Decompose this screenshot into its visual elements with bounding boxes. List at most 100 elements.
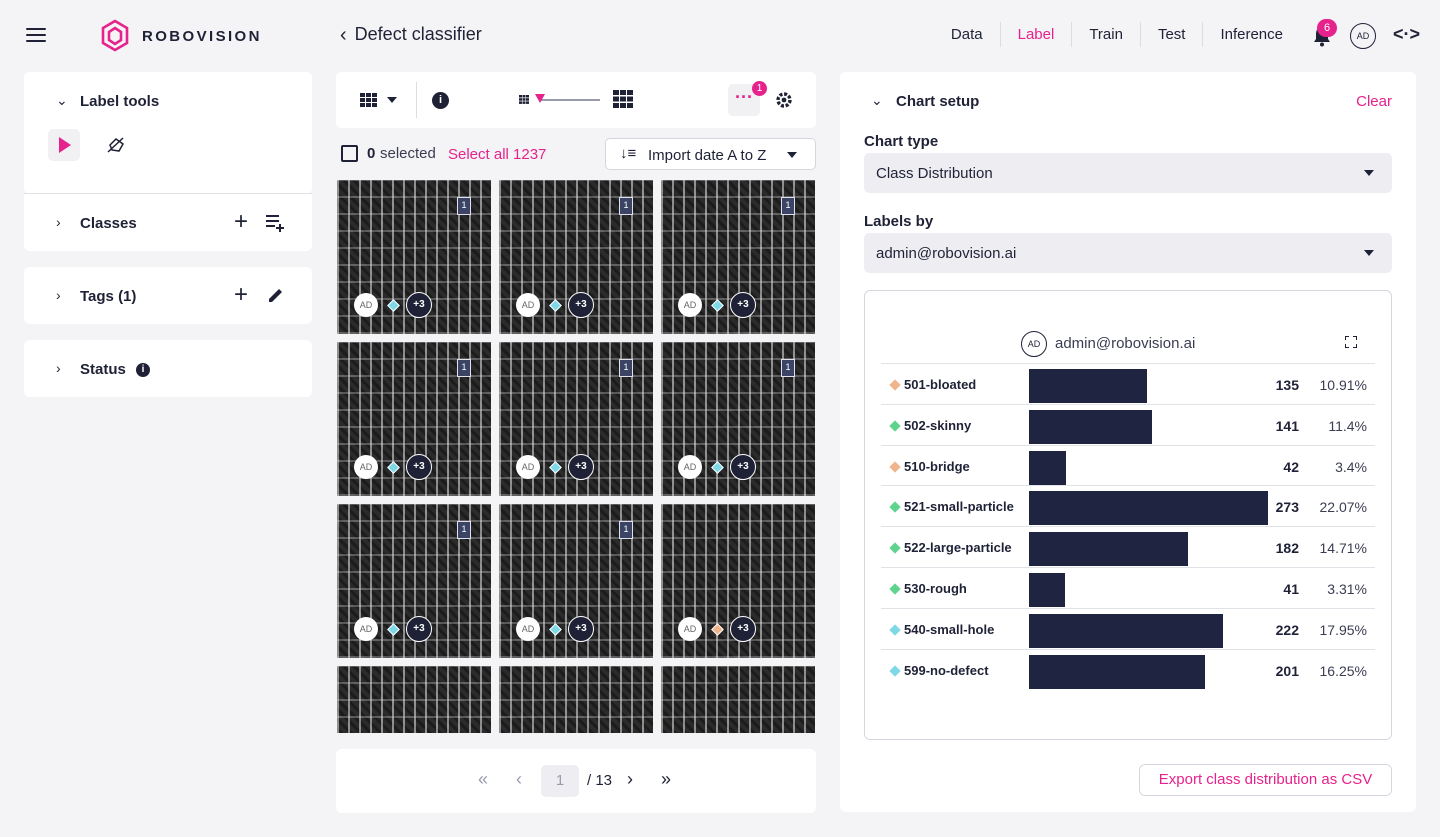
export-csv-button[interactable]: Export class distribution as CSV bbox=[1139, 764, 1392, 796]
user-avatar[interactable]: AD bbox=[1350, 23, 1376, 49]
back-link[interactable]: ‹ Defect classifier bbox=[340, 24, 482, 45]
chart-row: 501-bloated 135 10.91% bbox=[881, 363, 1375, 404]
add-class-icon[interactable]: + bbox=[234, 208, 249, 235]
tab-test[interactable]: Test bbox=[1139, 22, 1203, 47]
more-labels-badge[interactable]: +3 bbox=[730, 292, 756, 318]
prev-page-icon[interactable]: ‹ bbox=[516, 769, 522, 789]
fullscreen-icon[interactable] bbox=[1345, 336, 1357, 348]
more-labels-badge[interactable]: +3 bbox=[568, 292, 594, 318]
more-labels-badge[interactable]: +3 bbox=[568, 454, 594, 480]
menu-button[interactable] bbox=[26, 28, 46, 44]
tab-inference[interactable]: Inference bbox=[1202, 22, 1300, 47]
chart-value-label: 222 bbox=[1275, 621, 1299, 638]
image-tile[interactable]: 1 AD +3 bbox=[499, 180, 653, 334]
clear-button[interactable]: Clear bbox=[1356, 93, 1392, 110]
status-title: Status bbox=[80, 361, 126, 378]
first-page-icon[interactable]: « bbox=[478, 769, 489, 789]
image-tile[interactable]: 1 AD +3 bbox=[499, 504, 653, 658]
tab-train[interactable]: Train bbox=[1071, 22, 1140, 47]
chart-percentage-label: 22.07% bbox=[1319, 499, 1367, 516]
logo: ROBOVISION bbox=[98, 18, 262, 54]
info-icon[interactable]: i bbox=[136, 363, 150, 377]
chart-type-select[interactable]: Class Distribution bbox=[864, 153, 1392, 193]
tab-data[interactable]: Data bbox=[950, 26, 983, 43]
chart-percentage-label: 10.91% bbox=[1319, 377, 1367, 393]
tab-label[interactable]: Label bbox=[999, 22, 1072, 47]
info-icon[interactable]: i bbox=[432, 92, 449, 109]
more-labels-badge[interactable]: +3 bbox=[406, 454, 432, 480]
more-labels-badge[interactable]: +3 bbox=[730, 616, 756, 642]
gear-icon[interactable] bbox=[775, 91, 793, 109]
chevron-right-icon[interactable]: › bbox=[56, 287, 61, 303]
next-page-icon[interactable]: › bbox=[627, 769, 633, 789]
page-input[interactable]: 1 bbox=[541, 765, 579, 797]
chart-percentage-label: 3.4% bbox=[1335, 458, 1367, 475]
large-grid-icon bbox=[613, 90, 633, 108]
slider-handle[interactable] bbox=[535, 94, 545, 103]
more-labels-badge[interactable]: +3 bbox=[730, 454, 756, 480]
chart-category-label: 510-bridge bbox=[904, 458, 970, 474]
labeler-avatar: AD bbox=[354, 455, 378, 479]
image-tile[interactable]: 1 AD +3 bbox=[499, 342, 653, 496]
labeler-avatar: AD bbox=[516, 455, 540, 479]
labels-by-select[interactable]: admin@robovision.ai bbox=[864, 233, 1392, 273]
chevron-down-icon[interactable]: ⌄ bbox=[56, 92, 68, 108]
thumbnail-size-slider[interactable] bbox=[540, 99, 600, 101]
chart-percentage-label: 11.4% bbox=[1328, 417, 1367, 434]
pointer-icon bbox=[59, 137, 71, 153]
labeler-avatar: AD bbox=[678, 293, 702, 317]
expand-collapse-icon[interactable]: <·> bbox=[1393, 24, 1421, 44]
grid-view-icon[interactable] bbox=[360, 93, 378, 107]
tags-title: Tags (1) bbox=[80, 288, 137, 305]
gallery-toolbar: i ··· 1 bbox=[336, 72, 816, 128]
sort-dropdown[interactable]: ↓≡ Import date A to Z bbox=[605, 138, 816, 170]
select-all-checkbox[interactable] bbox=[341, 145, 358, 162]
polygon-tool-icon[interactable] bbox=[106, 136, 126, 154]
class-diamond-icon bbox=[889, 624, 901, 636]
select-all-link[interactable]: Select all 1237 bbox=[448, 146, 547, 163]
chevron-right-icon[interactable]: › bbox=[56, 360, 61, 376]
chevron-right-icon[interactable]: › bbox=[56, 214, 61, 230]
notification-badge: 6 bbox=[1317, 19, 1337, 37]
chart-row: 521-small-particle 273 22.07% bbox=[881, 485, 1375, 526]
image-tile[interactable]: 1 AD +3 bbox=[337, 342, 491, 496]
image-tile[interactable]: AD +3 bbox=[661, 504, 815, 658]
view-dropdown-caret-icon[interactable] bbox=[387, 97, 397, 103]
chart-row: 530-rough 41 3.31% bbox=[881, 567, 1375, 608]
class-diamond-icon bbox=[387, 623, 400, 636]
chart-category-label: 521-small-particle bbox=[904, 499, 1014, 515]
bookmark-icon: 1 bbox=[781, 197, 795, 215]
more-labels-badge[interactable]: +3 bbox=[406, 292, 432, 318]
chart-percentage-label: 17.95% bbox=[1319, 621, 1367, 638]
page-title: Defect classifier bbox=[354, 24, 482, 44]
more-labels-badge[interactable]: +3 bbox=[406, 616, 432, 642]
class-diamond-icon bbox=[889, 542, 901, 554]
image-tile[interactable]: 1 AD +3 bbox=[661, 342, 815, 496]
image-tile[interactable]: 1 AD +3 bbox=[337, 504, 491, 658]
robovision-logo-icon bbox=[101, 19, 129, 52]
image-tile[interactable] bbox=[499, 666, 653, 733]
class-diamond-icon bbox=[387, 299, 400, 312]
image-tile[interactable] bbox=[337, 666, 491, 733]
chevron-down-icon[interactable]: ⌄ bbox=[871, 92, 883, 108]
class-diamond-icon bbox=[889, 501, 901, 514]
chart-user-avatar: AD bbox=[1021, 331, 1047, 357]
chart-category-label: 540-small-hole bbox=[904, 621, 995, 637]
chart-category-label: 502-skinny bbox=[904, 417, 972, 433]
chart-value-label: 41 bbox=[1283, 581, 1299, 597]
select-tool-button[interactable] bbox=[48, 129, 80, 161]
last-page-icon[interactable]: » bbox=[661, 769, 672, 789]
chart-value-label: 273 bbox=[1275, 499, 1299, 516]
image-tile[interactable]: 1 AD +3 bbox=[661, 180, 815, 334]
chevron-down-icon bbox=[787, 152, 797, 158]
pagination: « ‹ 1 / 13 › » bbox=[336, 749, 816, 813]
chart-bar bbox=[1029, 532, 1188, 567]
manage-classes-icon[interactable] bbox=[266, 214, 286, 232]
chart-bar bbox=[1029, 409, 1152, 444]
add-tag-icon[interactable]: + bbox=[234, 281, 249, 308]
bookmark-icon: 1 bbox=[619, 359, 633, 377]
image-tile[interactable] bbox=[661, 666, 815, 733]
more-labels-badge[interactable]: +3 bbox=[568, 616, 594, 642]
image-tile[interactable]: 1 AD +3 bbox=[337, 180, 491, 334]
edit-icon[interactable] bbox=[267, 286, 285, 304]
